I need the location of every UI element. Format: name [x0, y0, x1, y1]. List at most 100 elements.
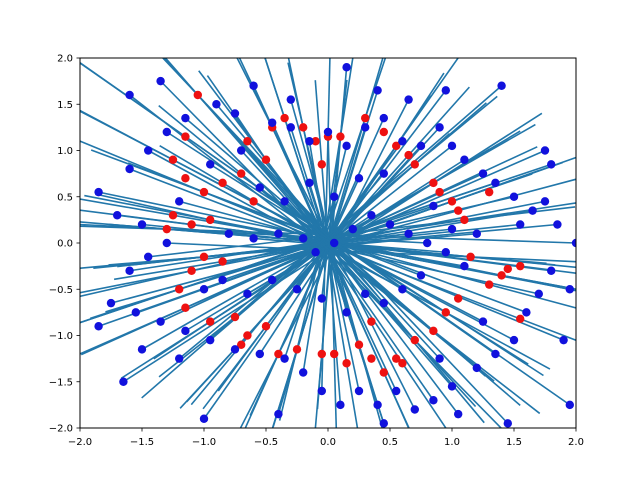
red-point — [168, 211, 178, 220]
blue-point — [162, 238, 171, 248]
blue-point — [249, 81, 258, 90]
blue-point — [280, 197, 289, 206]
red-point — [361, 113, 370, 123]
red-point — [311, 137, 320, 146]
blue-point — [280, 354, 289, 363]
blue-point — [491, 349, 500, 359]
red-point — [274, 349, 283, 359]
y-tick-label: 0.0 — [57, 239, 73, 250]
connector-line — [308, 182, 378, 402]
blue-point — [305, 137, 314, 146]
red-point — [429, 178, 438, 188]
blue-point — [206, 160, 215, 169]
red-point — [503, 264, 512, 274]
blue-point — [547, 266, 556, 275]
blue-point — [144, 146, 153, 155]
blue-point — [478, 317, 488, 326]
blue-point — [137, 220, 147, 229]
blue-point — [447, 382, 457, 391]
red-point — [454, 206, 463, 215]
red-point — [354, 340, 364, 349]
blue-point — [342, 63, 351, 72]
blue-point — [199, 285, 209, 294]
connector-line — [327, 131, 338, 428]
red-point — [516, 314, 525, 324]
red-point — [199, 187, 209, 197]
blue-point — [125, 164, 134, 174]
x-tick-label: 0.0 — [320, 437, 336, 448]
blue-point — [429, 396, 438, 405]
red-point — [317, 349, 326, 359]
blue-point — [404, 229, 413, 238]
blue-point — [398, 285, 407, 294]
x-tick-label: 1.5 — [506, 437, 522, 448]
red-point — [206, 317, 215, 326]
red-point — [392, 141, 401, 151]
x-tick-label: −0.5 — [254, 437, 278, 448]
connector-line — [249, 177, 360, 416]
red-point — [218, 257, 227, 266]
red-point — [367, 354, 376, 363]
red-point — [243, 331, 252, 340]
blue-point — [286, 123, 295, 132]
y-axis: −2.0 −1.5 −1.0 −0.5 0.0 0.5 1.0 1.5 2.0 — [49, 54, 80, 435]
blue-point — [292, 285, 302, 294]
red-point — [230, 312, 240, 322]
red-point — [392, 354, 401, 363]
blue-point — [330, 238, 339, 248]
red-point — [429, 326, 438, 336]
blue-point — [404, 95, 413, 104]
blue-point — [392, 386, 401, 396]
red-point — [497, 271, 506, 280]
blue-point — [522, 308, 531, 317]
x-axis: −2.0 −1.5 −1.0 −0.5 0.0 0.5 1.0 1.5 2.0 — [68, 428, 584, 448]
blue-point — [249, 234, 258, 243]
blue-point — [553, 220, 562, 229]
blue-point — [460, 155, 469, 164]
x-tick-label: 0.5 — [382, 437, 398, 448]
blue-point — [212, 100, 221, 109]
red-point — [206, 215, 215, 225]
blue-point — [317, 386, 326, 396]
blue-point — [509, 335, 519, 345]
blue-point — [94, 322, 103, 331]
x-tick-label: −1.0 — [192, 437, 216, 448]
blue-point — [385, 220, 395, 229]
connector-line — [80, 163, 552, 324]
blue-point — [367, 211, 376, 220]
blue-point — [534, 289, 543, 299]
blue-point — [435, 354, 444, 363]
connector-line — [190, 173, 385, 406]
connector-line — [236, 58, 416, 410]
blue-point — [125, 90, 134, 100]
y-tick-label: −1.5 — [49, 377, 73, 388]
blue-point — [441, 248, 450, 257]
red-point — [292, 345, 302, 354]
y-tick-label: 1.0 — [57, 146, 73, 157]
blue-point — [94, 187, 103, 197]
red-point — [175, 285, 184, 294]
blue-point — [354, 386, 364, 396]
blue-point — [224, 229, 233, 238]
red-point — [162, 224, 171, 234]
blue-point — [255, 183, 264, 192]
blue-point — [286, 95, 295, 104]
connector-line — [141, 123, 536, 351]
blue-point — [447, 224, 457, 234]
red-point — [317, 160, 326, 169]
red-point — [193, 90, 202, 100]
blue-point — [113, 211, 122, 220]
blue-point — [565, 285, 574, 294]
blue-point — [237, 146, 246, 155]
blue-point — [323, 127, 333, 137]
blue-point — [156, 76, 165, 86]
blue-point — [565, 400, 574, 410]
red-point — [441, 308, 450, 317]
red-point — [336, 132, 345, 141]
blue-point — [379, 298, 388, 308]
blue-point — [175, 197, 184, 206]
blue-point — [268, 118, 277, 127]
red-point — [404, 150, 413, 160]
blue-point — [373, 400, 382, 410]
